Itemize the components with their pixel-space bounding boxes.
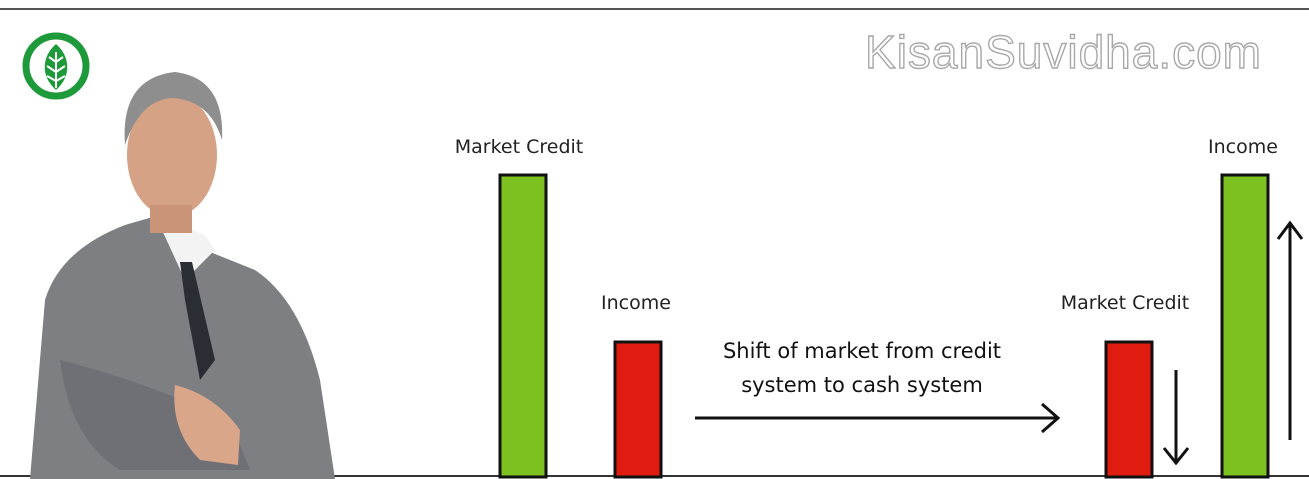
bar-label: Market Credit bbox=[1061, 292, 1190, 314]
bar-after-income bbox=[1222, 175, 1268, 477]
logo bbox=[26, 36, 86, 96]
shift-text: system to cash system bbox=[741, 373, 983, 397]
bar-before-income bbox=[615, 342, 661, 477]
bar-after-market-credit bbox=[1106, 342, 1152, 477]
bar-label: Income bbox=[601, 292, 671, 314]
bar-label: Market Credit bbox=[455, 136, 584, 158]
shift-text: Shift of market from credit bbox=[723, 339, 1001, 363]
watermark: KisanSuvidha.com bbox=[865, 26, 1262, 78]
person bbox=[30, 72, 335, 479]
infographic: KisanSuvidha.com Market Credit Income Ma… bbox=[0, 0, 1309, 479]
bar-label: Income bbox=[1208, 136, 1278, 158]
bar-before-market-credit bbox=[500, 175, 546, 477]
